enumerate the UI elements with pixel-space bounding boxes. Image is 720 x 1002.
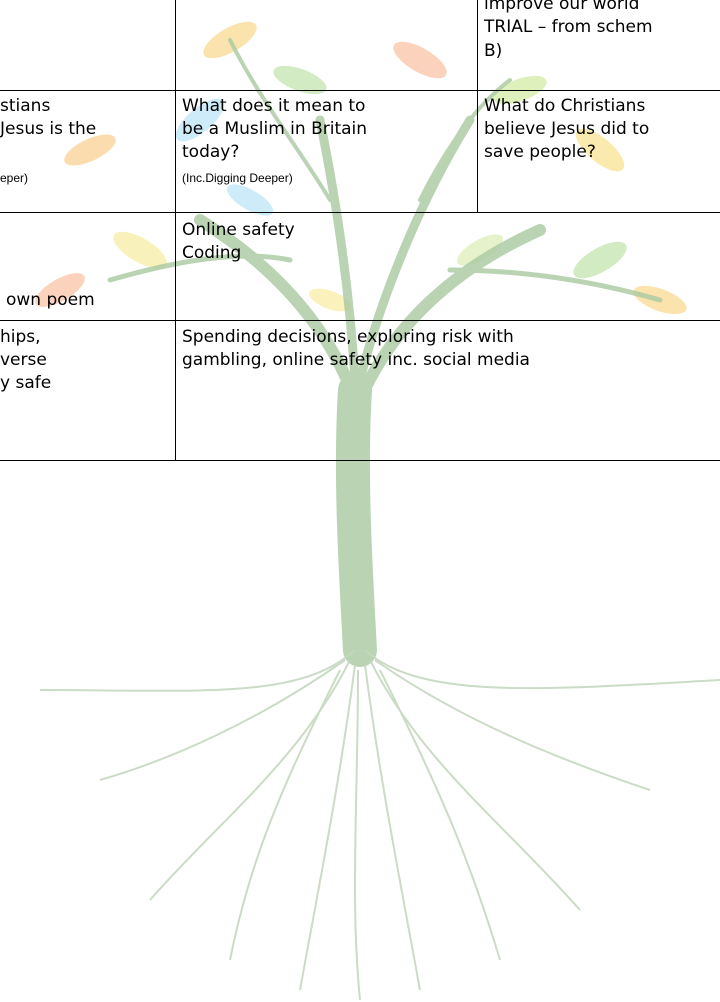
cell-text: improve our world: [484, 0, 640, 14]
cell-text: What does it mean to: [182, 96, 366, 116]
cell-text: What do Christians: [484, 96, 646, 116]
column-border: [477, 0, 478, 212]
row-border: [0, 460, 720, 461]
cell-text: stians: [0, 96, 51, 116]
cell-text: TRIAL – from schem: [484, 17, 653, 37]
cell-text: verse: [0, 350, 47, 370]
cell-text: eper): [0, 171, 29, 185]
cell-text: hips,: [0, 327, 41, 347]
cell-text: be a Muslim in Britain: [182, 119, 368, 139]
row-border: [0, 320, 720, 321]
cell-text: own poem: [6, 290, 95, 310]
cell-text: today?: [182, 142, 240, 162]
cell-text: Spending decisions, exploring risk with: [182, 327, 514, 347]
cell-text: Jesus is the: [0, 119, 97, 139]
cell-text: y safe: [0, 373, 52, 393]
row-border: [0, 212, 720, 213]
cell-text: save people?: [484, 142, 596, 162]
cell-text: (Inc.Digging Deeper): [182, 171, 293, 185]
cell-text: B): [484, 41, 503, 61]
column-border: [175, 0, 176, 460]
cell-text: gambling, online safety inc. social medi…: [182, 350, 530, 370]
cell-text: Coding: [182, 243, 242, 263]
row-border: [0, 90, 720, 91]
cell-text: Online safety: [182, 220, 295, 240]
cell-text: believe Jesus did to: [484, 119, 650, 139]
